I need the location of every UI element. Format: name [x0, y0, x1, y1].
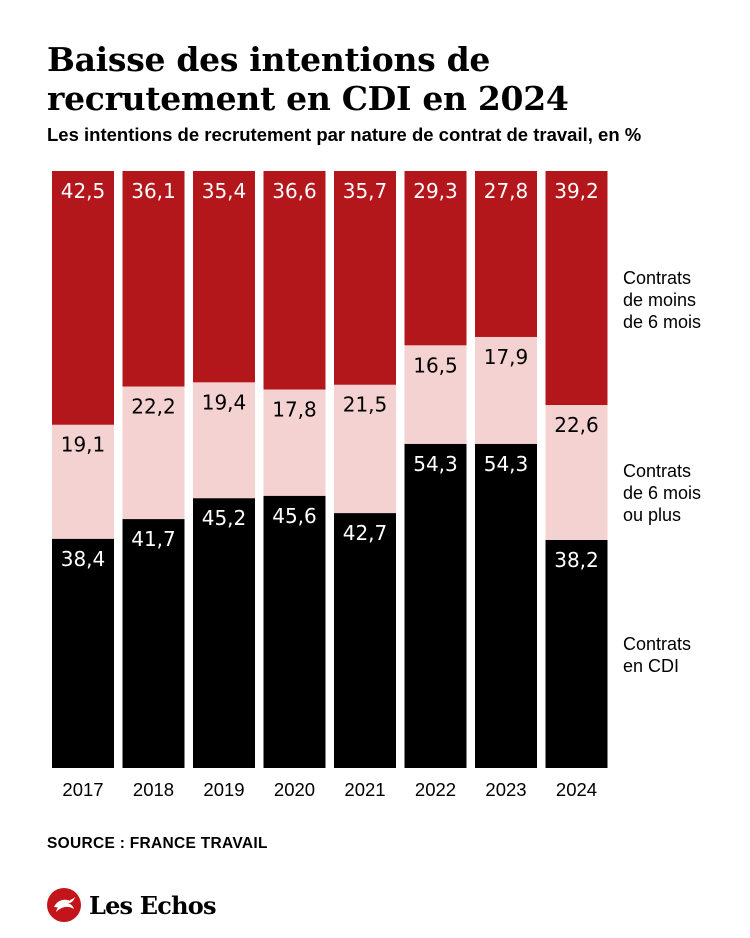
bar-cdi-2018	[122, 519, 185, 768]
bar-medium-2024	[545, 405, 608, 540]
bar-medium-2018	[122, 386, 185, 520]
data-label-medium-2022: 16,5	[413, 353, 458, 377]
x-tick-label-2018: 2018	[133, 779, 174, 800]
x-tick-label-2020: 2020	[274, 779, 315, 800]
data-label-cdi-2023: 54,3	[484, 452, 529, 476]
data-label-short-2022: 29,3	[413, 179, 458, 203]
bar-cdi-2020	[263, 495, 326, 768]
data-label-short-2020: 36,6	[272, 179, 317, 203]
bar-cdi-2022	[404, 443, 467, 768]
les-echos-logo-icon	[47, 888, 81, 922]
x-tick-label-2022: 2022	[415, 779, 456, 800]
bar-short-2020	[263, 171, 326, 390]
data-label-cdi-2024: 38,2	[554, 548, 599, 572]
x-tick-label-2021: 2021	[344, 779, 385, 800]
x-tick-label-2023: 2023	[485, 779, 526, 800]
legend-entry-medium: Contrats de 6 mois ou plus	[623, 461, 701, 525]
data-label-medium-2019: 19,4	[202, 390, 247, 414]
bar-short-2024	[545, 171, 608, 406]
data-label-cdi-2019: 45,2	[202, 506, 247, 530]
source-note: SOURCE : FRANCE TRAVAIL	[47, 835, 268, 852]
bar-medium-2022	[404, 345, 467, 444]
data-label-cdi-2018: 41,7	[131, 527, 176, 551]
bar-short-2022	[404, 171, 467, 346]
bar-cdi-2017	[52, 538, 114, 768]
bar-short-2019	[193, 171, 255, 383]
data-label-short-2018: 36,1	[131, 179, 176, 203]
bar-cdi-2024	[545, 539, 608, 768]
data-label-medium-2021: 21,5	[343, 393, 388, 417]
bar-short-2021	[334, 171, 396, 385]
x-tick-label-2024: 2024	[556, 779, 597, 800]
bar-cdi-2021	[334, 513, 396, 768]
data-label-short-2024: 39,2	[554, 179, 599, 203]
bar-medium-2020	[263, 389, 326, 496]
x-tick-label-2019: 2019	[203, 779, 244, 800]
bar-short-2023	[475, 171, 537, 337]
data-label-cdi-2017: 38,4	[61, 547, 106, 571]
brand-name: Les Echos	[89, 890, 216, 920]
bar-cdi-2023	[475, 443, 537, 768]
data-label-short-2023: 27,8	[484, 179, 529, 203]
data-label-short-2021: 35,7	[343, 179, 388, 203]
x-tick-label-2017: 2017	[62, 779, 103, 800]
bar-medium-2021	[334, 384, 396, 514]
bar-labels-group: 38,4 19,1 42,5 41,7 22,2 36,1 45,2 19,4 35,4 45,6…	[61, 179, 599, 572]
bar-short-2018	[122, 171, 185, 387]
bar-medium-2023	[475, 336, 537, 444]
x-tick-labels: 2017 2018 2019 2020 2021 2022 2023 2024	[62, 779, 597, 800]
data-label-short-2017: 42,5	[61, 179, 106, 203]
bars-group	[52, 171, 608, 768]
data-label-medium-2024: 22,6	[554, 413, 599, 437]
legend-entry-short: Contrats de moins de 6 mois	[623, 268, 701, 332]
data-label-short-2019: 35,4	[202, 179, 247, 203]
brand-logo: Les Echos	[47, 888, 216, 922]
chart-subtitle: Les intentions de recrutement par nature…	[47, 124, 642, 145]
data-label-medium-2018: 22,2	[131, 395, 176, 419]
legend: Contrats de moins de 6 mois Contrats de 6 mo…	[623, 268, 701, 676]
data-label-cdi-2020: 45,6	[272, 504, 317, 528]
data-label-medium-2020: 17,8	[272, 398, 317, 422]
data-label-medium-2017: 19,1	[61, 433, 106, 457]
bar-short-2017	[52, 171, 114, 425]
data-label-cdi-2022: 54,3	[413, 452, 458, 476]
bar-cdi-2019	[193, 498, 255, 768]
bar-medium-2017	[52, 424, 114, 539]
data-label-medium-2023: 17,9	[484, 345, 529, 369]
bar-medium-2019	[193, 382, 255, 499]
stacked-bar-chart: 38,4 19,1 42,5 41,7 22,2 36,1 45,2 19,4 35,4 45,6…	[52, 171, 701, 800]
legend-entry-cdi: Contrats en CDI	[623, 634, 691, 676]
data-label-cdi-2021: 42,7	[343, 521, 388, 545]
chart-title: Baisse des intentions de recrutement en …	[47, 40, 569, 118]
